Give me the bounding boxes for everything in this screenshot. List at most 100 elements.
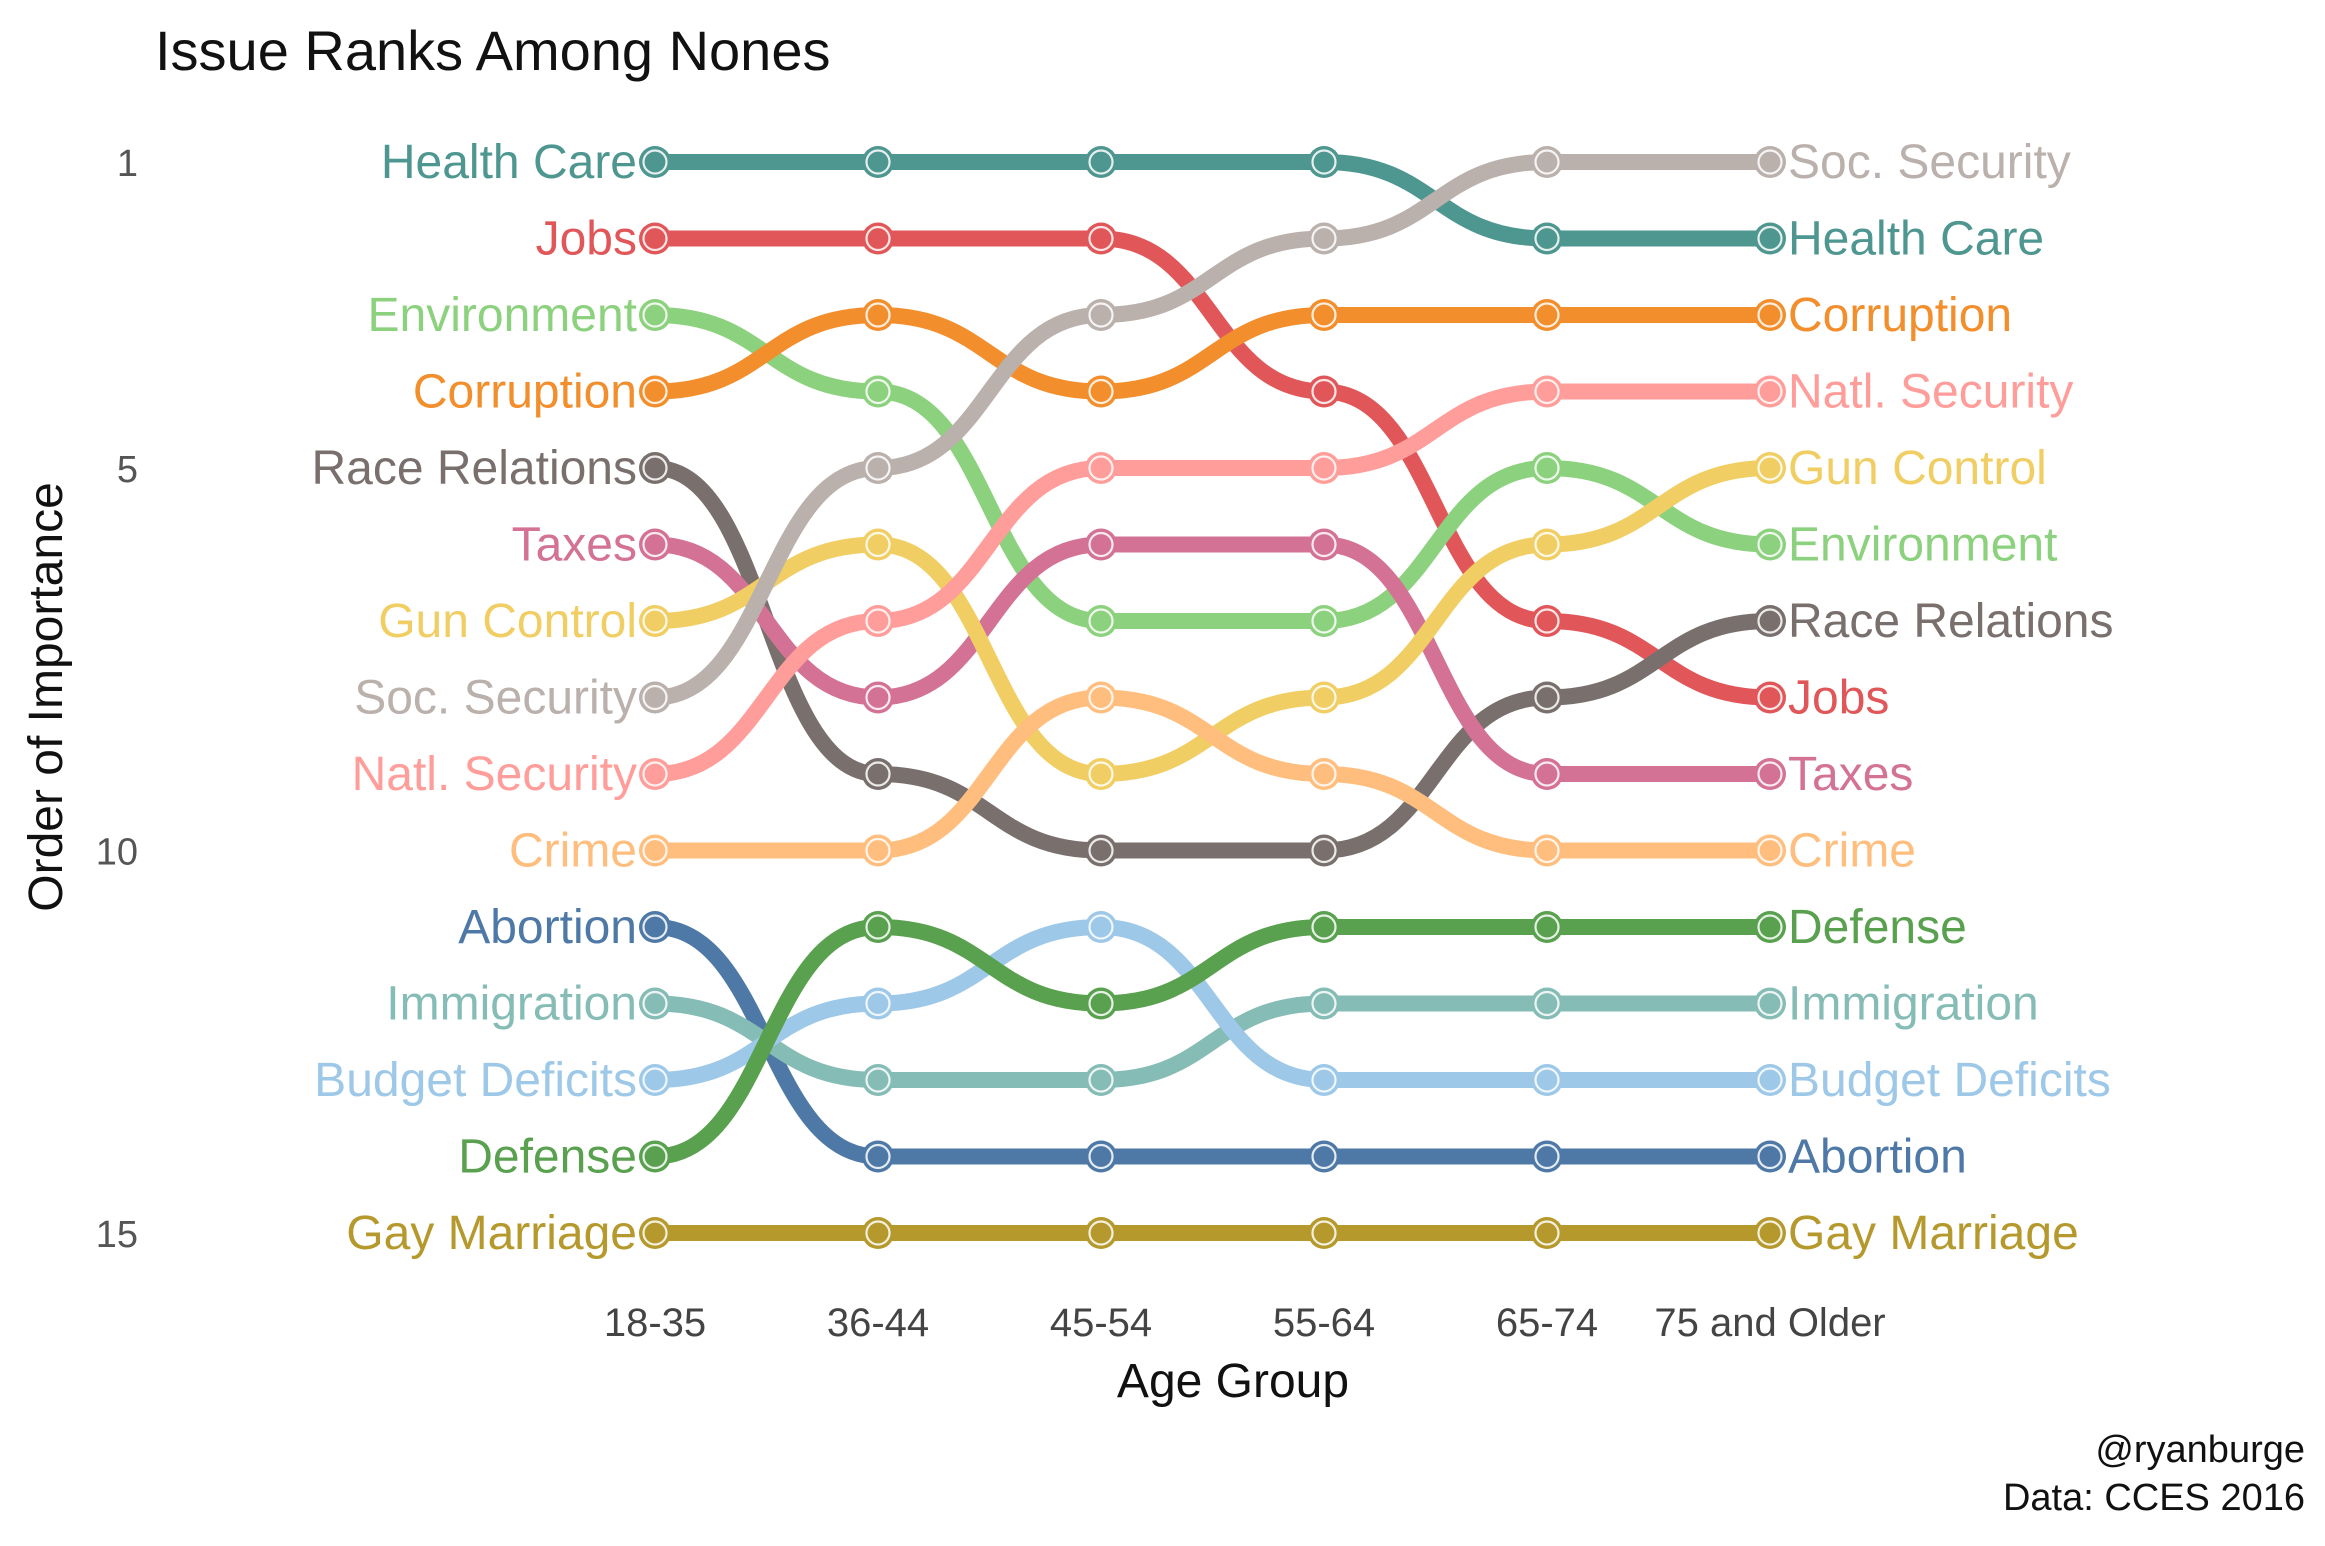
- point-ring-immigration-65-74: [1534, 990, 1560, 1017]
- right-label-soc-security: Soc. Security: [1788, 136, 2071, 189]
- left-label-natl-security: Natl. Security: [352, 748, 637, 801]
- chart-title: Issue Ranks Among Nones: [155, 19, 830, 82]
- left-label-soc-security: Soc. Security: [354, 672, 637, 725]
- y-tick-1: 1: [117, 143, 138, 185]
- right-label-corruption: Corruption: [1788, 289, 2012, 342]
- x-axis-ticks: 18-35 36-44 45-54 55-64 65-74 75 and Older: [604, 1301, 1886, 1345]
- point-ring-soc-security-55-64: [1311, 225, 1337, 252]
- point-ring-immigration-36-44: [865, 1067, 891, 1093]
- right-label-jobs: Jobs: [1788, 672, 1889, 725]
- point-ring-gay-marriage-55-64: [1311, 1220, 1337, 1246]
- point-ring-natl-security-18-35: [642, 761, 668, 787]
- point-ring-gun-control-45-54: [1088, 761, 1114, 787]
- y-axis-title: Order of Importance: [20, 482, 73, 912]
- point-ring-natl-security-45-54: [1088, 455, 1114, 481]
- point-ring-budget-deficits-65-74: [1534, 1067, 1560, 1093]
- point-ring-corruption-55-64: [1311, 302, 1337, 328]
- point-ring-crime-55-64: [1311, 761, 1337, 787]
- point-ring-health-care-75-and-older: [1757, 225, 1783, 252]
- x-tick-36-44: 36-44: [827, 1301, 929, 1345]
- point-ring-environment-36-44: [865, 378, 891, 405]
- left-label-jobs: Jobs: [536, 213, 637, 266]
- series-line-natl-security: [647, 383, 1778, 782]
- point-ring-defense-45-54: [1088, 990, 1114, 1017]
- x-tick-65-74: 65-74: [1496, 1301, 1598, 1345]
- point-ring-taxes-18-35: [642, 531, 668, 558]
- point-ring-immigration-55-64: [1311, 990, 1337, 1017]
- point-ring-soc-security-18-35: [642, 684, 668, 711]
- series-line-environment: [647, 307, 1778, 630]
- point-ring-abortion-75-and-older: [1757, 1143, 1783, 1170]
- point-ring-immigration-45-54: [1088, 1067, 1114, 1093]
- point-ring-immigration-75-and-older: [1757, 990, 1783, 1017]
- left-label-defense: Defense: [458, 1131, 637, 1184]
- x-tick-75-and-older: 75 and Older: [1654, 1301, 1885, 1345]
- point-ring-corruption-45-54: [1088, 378, 1114, 405]
- point-ring-jobs-55-64: [1311, 378, 1337, 405]
- left-label-abortion: Abortion: [458, 901, 637, 954]
- point-ring-jobs-65-74: [1534, 608, 1560, 634]
- point-ring-gay-marriage-18-35: [642, 1220, 668, 1246]
- point-ring-taxes-36-44: [865, 684, 891, 711]
- series-line-gun-control: [647, 460, 1778, 782]
- point-ring-budget-deficits-55-64: [1311, 1067, 1337, 1093]
- point-ring-corruption-18-35: [642, 378, 668, 405]
- right-series-labels: Health Care Jobs Environment Corruption Race…: [1788, 136, 2114, 1260]
- caption-handle: @ryanburge: [2095, 1429, 2305, 1471]
- point-ring-gay-marriage-65-74: [1534, 1220, 1560, 1246]
- left-series-labels: Health Care Jobs Environment Corruption Race…: [312, 136, 638, 1260]
- point-ring-health-care-65-74: [1534, 225, 1560, 252]
- point-ring-jobs-36-44: [865, 225, 891, 252]
- point-ring-gay-marriage-75-and-older: [1757, 1220, 1783, 1246]
- point-ring-health-care-18-35: [642, 149, 668, 175]
- point-ring-defense-36-44: [865, 914, 891, 940]
- point-ring-health-care-55-64: [1311, 149, 1337, 175]
- x-axis-title: Age Group: [1117, 1355, 1349, 1408]
- y-tick-10: 10: [96, 832, 138, 874]
- left-label-race-relations: Race Relations: [312, 442, 638, 495]
- y-tick-15: 15: [96, 1214, 138, 1256]
- point-ring-crime-18-35: [642, 837, 668, 864]
- point-ring-environment-45-54: [1088, 608, 1114, 634]
- point-ring-corruption-75-and-older: [1757, 302, 1783, 328]
- point-ring-soc-security-65-74: [1534, 149, 1560, 175]
- left-label-gun-control: Gun Control: [378, 595, 637, 648]
- point-ring-environment-18-35: [642, 302, 668, 328]
- point-ring-environment-75-and-older: [1757, 531, 1783, 558]
- point-ring-gun-control-36-44: [865, 531, 891, 558]
- right-label-health-care: Health Care: [1788, 213, 2044, 266]
- point-ring-natl-security-36-44: [865, 608, 891, 634]
- right-label-defense: Defense: [1788, 901, 1967, 954]
- right-label-environment: Environment: [1788, 519, 2057, 572]
- point-ring-natl-security-65-74: [1534, 378, 1560, 405]
- point-ring-natl-security-75-and-older: [1757, 378, 1783, 405]
- left-label-immigration: Immigration: [386, 978, 637, 1031]
- right-label-natl-security: Natl. Security: [1788, 366, 2073, 419]
- point-ring-defense-75-and-older: [1757, 914, 1783, 940]
- point-ring-budget-deficits-18-35: [642, 1067, 668, 1093]
- point-ring-crime-45-54: [1088, 684, 1114, 711]
- point-ring-gun-control-18-35: [642, 608, 668, 634]
- point-ring-race-relations-75-and-older: [1757, 608, 1783, 634]
- series-lines: [647, 154, 1778, 1242]
- point-ring-budget-deficits-36-44: [865, 990, 891, 1017]
- point-ring-race-relations-45-54: [1088, 837, 1114, 864]
- point-ring-budget-deficits-75-and-older: [1757, 1067, 1783, 1093]
- right-label-crime: Crime: [1788, 825, 1916, 878]
- series-line-immigration: [647, 995, 1778, 1089]
- x-tick-45-54: 45-54: [1050, 1301, 1152, 1345]
- series-points: [639, 146, 1786, 1249]
- series-line-race-relations: [647, 460, 1778, 859]
- right-label-abortion: Abortion: [1788, 1131, 1967, 1184]
- point-ring-crime-36-44: [865, 837, 891, 864]
- left-label-taxes: Taxes: [512, 519, 637, 572]
- point-ring-corruption-65-74: [1534, 302, 1560, 328]
- point-ring-abortion-18-35: [642, 914, 668, 940]
- left-label-corruption: Corruption: [413, 366, 637, 419]
- point-ring-jobs-45-54: [1088, 225, 1114, 252]
- left-label-budget-deficits: Budget Deficits: [314, 1054, 637, 1107]
- point-ring-race-relations-65-74: [1534, 684, 1560, 711]
- point-ring-health-care-36-44: [865, 149, 891, 175]
